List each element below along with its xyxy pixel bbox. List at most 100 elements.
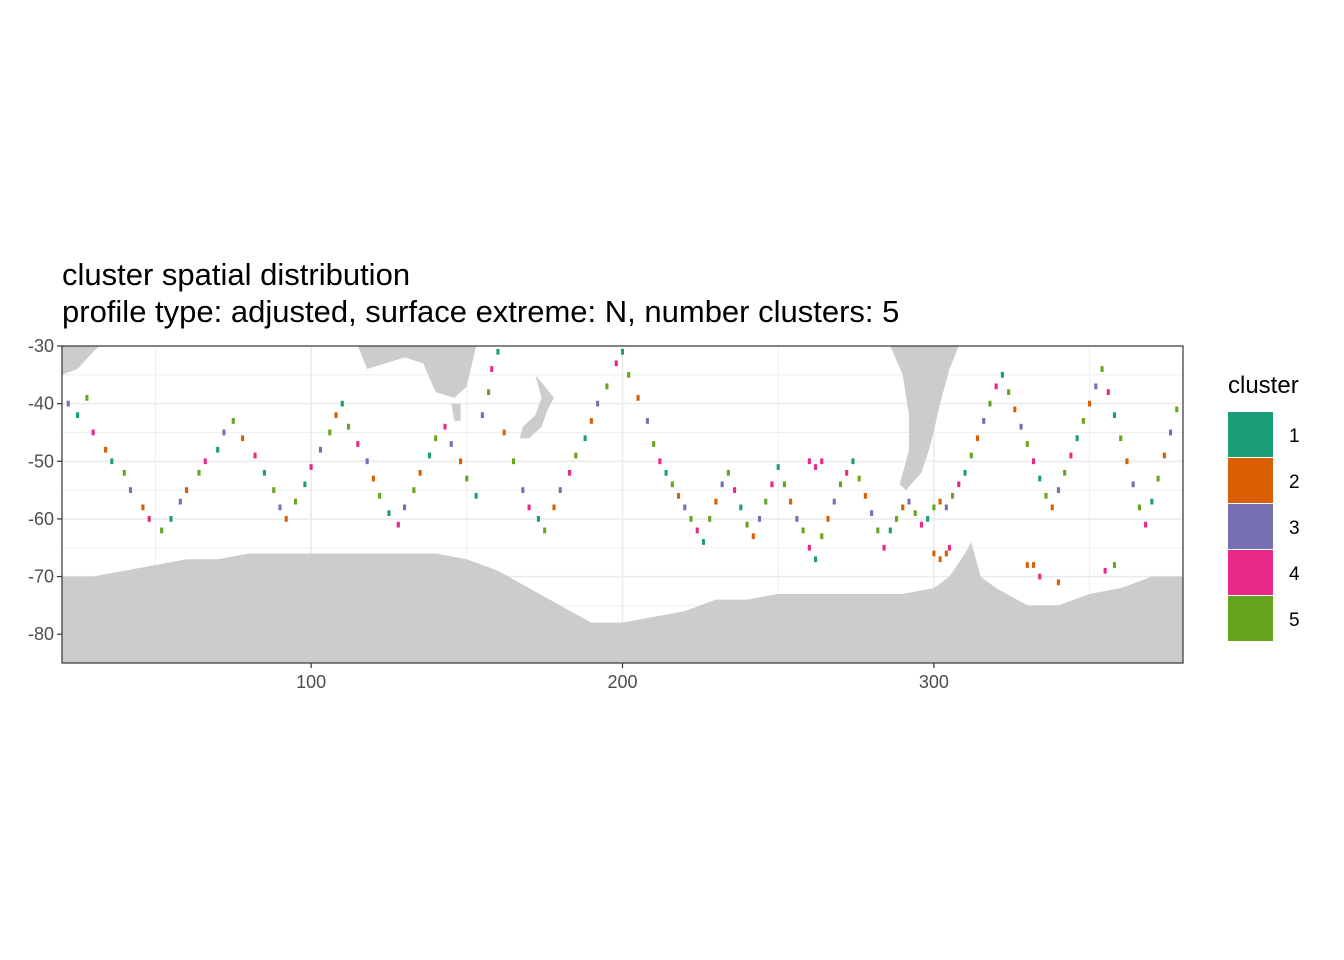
cluster-cell xyxy=(328,429,332,436)
chart-subtitle: profile type: adjusted, surface extreme:… xyxy=(62,294,899,329)
cluster-cell xyxy=(951,492,955,499)
cluster-cell xyxy=(1019,423,1023,430)
cluster-cell xyxy=(402,504,407,511)
y-tick-label: -70 xyxy=(28,567,54,587)
cluster-cell xyxy=(838,481,843,488)
cluster-cell xyxy=(975,435,980,442)
cluster-cell xyxy=(184,487,189,493)
cluster-cells xyxy=(66,348,1179,586)
cluster-cell xyxy=(284,516,288,522)
x-axis: 100 200 300 xyxy=(296,663,949,692)
cluster-cell xyxy=(857,475,861,482)
cluster-cell xyxy=(1063,469,1067,476)
legend-label-3: 3 xyxy=(1289,518,1300,539)
cluster-cell xyxy=(253,452,257,459)
cluster-cell xyxy=(558,487,562,493)
land-layer xyxy=(62,346,1183,663)
cluster-cell xyxy=(882,544,886,551)
cluster-cell xyxy=(1119,435,1123,442)
cluster-cell xyxy=(1050,504,1054,511)
cluster-cell xyxy=(1112,412,1117,419)
cluster-cell xyxy=(1038,475,1042,482)
cluster-cell xyxy=(1131,481,1135,488)
legend-key-1 xyxy=(1228,412,1273,457)
cluster-cell xyxy=(365,458,369,465)
x-tick-label: 200 xyxy=(607,672,637,692)
legend-key-2 xyxy=(1228,458,1273,503)
cluster-cell xyxy=(241,435,245,442)
cluster-cell xyxy=(944,504,948,511)
cluster-cell xyxy=(356,441,360,447)
cluster-cell xyxy=(169,516,173,522)
cluster-cell xyxy=(521,487,525,493)
cluster-cell xyxy=(963,469,967,476)
cluster-cell xyxy=(1150,498,1154,505)
cluster-cell xyxy=(969,452,973,459)
cluster-cell xyxy=(443,423,447,430)
cluster-cell xyxy=(1044,492,1048,499)
x-tick-label: 100 xyxy=(296,672,326,692)
chart-title: cluster spatial distribution xyxy=(62,257,410,292)
cluster-cell xyxy=(795,516,799,522)
cluster-cell xyxy=(701,539,706,545)
y-tick-label: -40 xyxy=(28,394,54,414)
cluster-cell xyxy=(907,498,911,505)
cluster-cell xyxy=(449,441,453,447)
land-antarctica xyxy=(62,541,1183,663)
cluster-cell xyxy=(178,498,182,505)
cluster-cell xyxy=(427,452,431,459)
cluster-cell xyxy=(757,516,762,522)
cluster-cell xyxy=(820,533,824,540)
cluster-cell xyxy=(303,481,307,488)
cluster-cell xyxy=(994,383,998,390)
cluster-cell xyxy=(733,487,737,493)
cluster-cell xyxy=(894,516,899,522)
cluster-cell xyxy=(751,533,755,540)
cluster-cell xyxy=(782,481,786,488)
cluster-cell xyxy=(474,492,478,499)
cluster-cell xyxy=(147,516,151,522)
y-tick-label: -30 xyxy=(28,336,54,356)
cluster-cell xyxy=(863,492,867,499)
cluster-cell xyxy=(216,446,220,453)
cluster-cell xyxy=(832,498,836,505)
cluster-cell xyxy=(552,504,556,511)
cluster-cell xyxy=(689,516,693,522)
cluster-cell xyxy=(957,481,961,488)
cluster-cell xyxy=(110,458,114,465)
cluster-cell xyxy=(222,429,226,436)
cluster-cell xyxy=(901,504,905,511)
cluster-cell xyxy=(1038,573,1042,580)
y-tick-label: -60 xyxy=(28,509,54,529)
cluster-cell xyxy=(739,504,743,511)
cluster-cell xyxy=(695,527,699,534)
land-new-zealand xyxy=(519,374,554,439)
legend-label-2: 2 xyxy=(1289,472,1300,493)
cluster-cell xyxy=(726,469,730,476)
legend-label-1: 1 xyxy=(1289,426,1300,447)
cluster-cell xyxy=(708,516,712,522)
cluster-cell xyxy=(676,492,681,499)
land-australia xyxy=(357,346,477,398)
cluster-cell xyxy=(231,418,235,424)
cluster-cell xyxy=(776,464,780,470)
cluster-cell xyxy=(636,394,640,401)
cluster-cell xyxy=(720,481,724,488)
y-tick-label: -80 xyxy=(28,624,54,644)
cluster-cell xyxy=(664,469,668,476)
cluster-cell xyxy=(658,458,662,465)
cluster-cell xyxy=(652,441,656,447)
cluster-cell xyxy=(459,458,463,465)
land-africa-tip xyxy=(62,346,100,375)
cluster-cell xyxy=(764,498,768,505)
cluster-cell xyxy=(614,360,618,367)
cluster-cell xyxy=(309,464,313,470)
cluster-cell xyxy=(938,556,942,563)
cluster-cell xyxy=(104,446,108,453)
cluster-cell xyxy=(91,429,95,436)
cluster-cell xyxy=(487,389,491,395)
cluster-cell xyxy=(926,516,930,522)
cluster-cell xyxy=(1088,400,1092,407)
cluster-cell xyxy=(670,481,674,488)
